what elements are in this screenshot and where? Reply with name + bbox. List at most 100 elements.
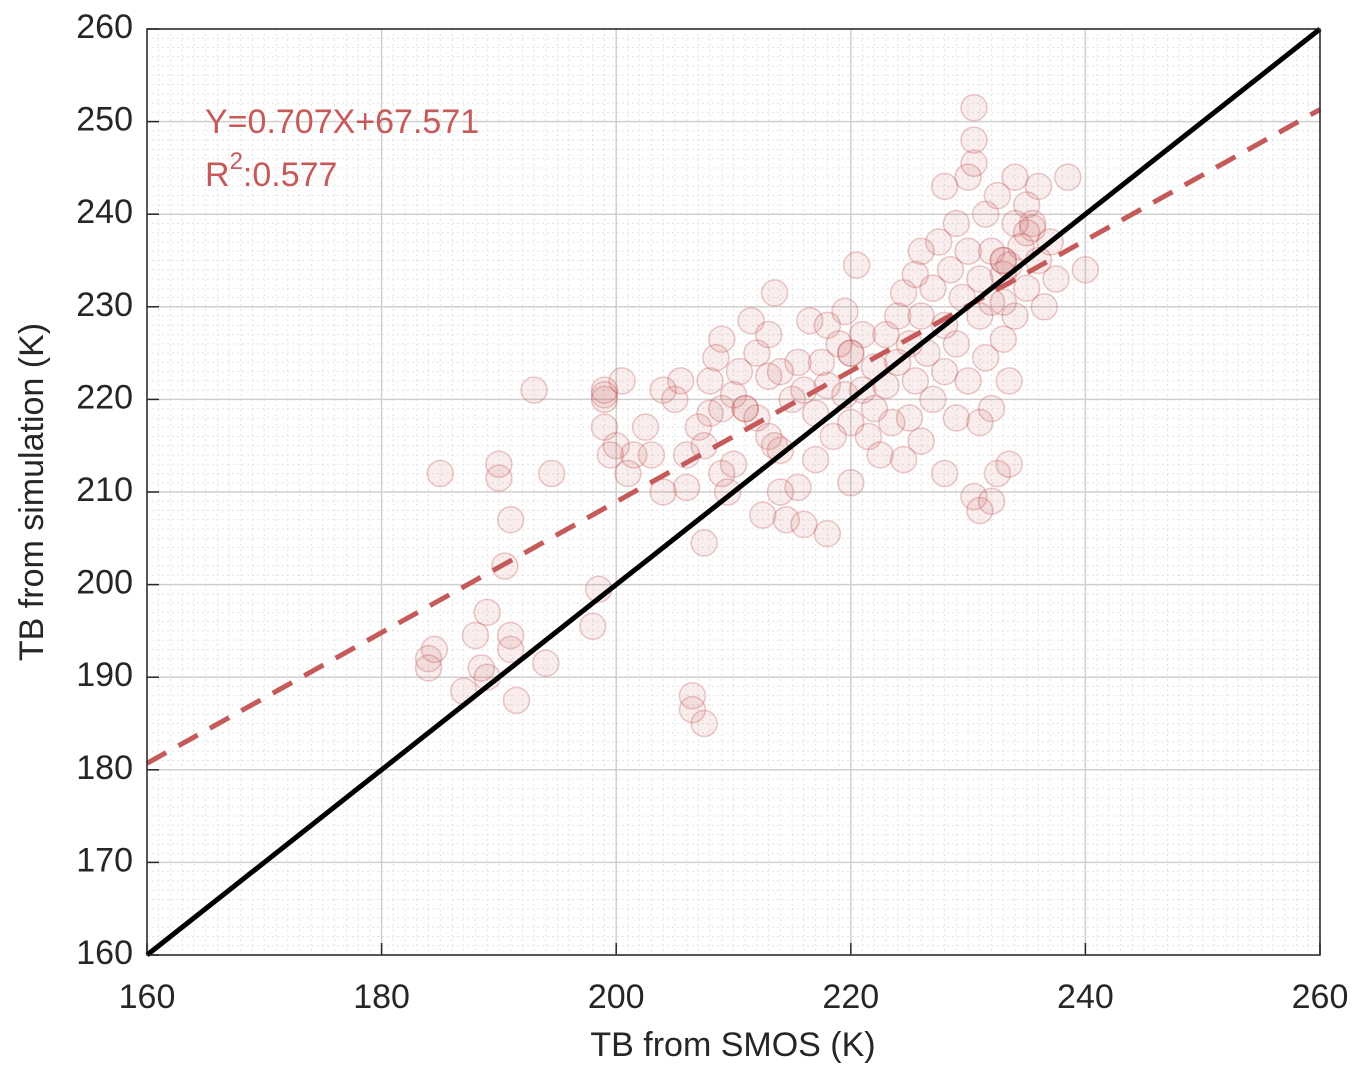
point [989,288,1018,316]
point [708,325,736,353]
point [485,450,513,478]
point [883,302,912,330]
point [1013,191,1041,219]
point [702,343,730,372]
point [989,246,1018,275]
point [889,445,918,474]
y-tick-label: 200 [76,564,133,602]
point [596,441,625,469]
point [907,302,935,330]
y-tick-label: 230 [76,286,133,324]
y-tick-label: 160 [76,934,133,972]
point [1071,256,1100,284]
point [925,228,953,256]
point [942,209,971,238]
point [1042,265,1070,293]
point [620,441,648,469]
point [784,348,812,377]
point [989,325,1018,353]
point [977,487,1006,516]
point [1030,293,1059,321]
point [960,126,988,154]
point [1013,274,1041,303]
point [837,408,865,437]
point [977,394,1006,423]
point [801,445,830,474]
x-tick-label: 180 [353,978,410,1016]
point [672,473,701,502]
point [708,459,736,488]
point [966,496,994,525]
point [578,612,607,641]
point [666,367,695,395]
y-tick-label: 190 [76,656,133,694]
point [837,468,865,497]
point [731,394,759,423]
x-tick-label: 200 [588,978,645,1016]
point [631,413,660,441]
point [995,450,1023,478]
point [678,681,707,710]
x-tick-label: 240 [1057,978,1114,1016]
point [485,464,513,492]
point [614,459,642,488]
point [690,709,718,738]
point [420,635,449,664]
point [942,330,971,358]
point [919,274,947,303]
point [895,404,924,432]
point [983,459,1012,488]
point [848,320,877,349]
point [754,362,783,390]
annotation-superscript: 2 [230,148,243,175]
point [426,459,454,488]
y-tick-label: 170 [76,841,133,879]
point [719,450,748,478]
point [936,256,965,284]
point [977,237,1006,265]
point [467,654,496,682]
point [737,306,765,335]
point [1007,232,1035,261]
y-tick-label: 250 [76,101,133,139]
point [1001,302,1029,330]
point [461,621,490,650]
point [690,529,718,557]
point [731,394,759,423]
point [819,422,847,451]
point [590,385,619,414]
plot-frame [146,28,1321,956]
point [813,519,842,548]
point [813,311,842,340]
x-tick-label: 220 [822,978,879,1016]
point [766,478,795,506]
point [649,376,677,404]
point [966,265,994,293]
point [795,306,824,335]
point [637,441,666,469]
point [766,357,795,386]
point [537,459,566,488]
point [520,376,548,404]
point [590,376,619,404]
point [713,478,742,506]
annotation-text: :0.577 [243,156,338,194]
x-tick-label: 260 [1292,978,1349,1016]
point [930,357,959,386]
point [983,181,1012,210]
point [496,635,525,664]
point [966,408,994,437]
point [696,399,724,428]
point [960,482,988,511]
point [954,237,982,265]
point [749,501,777,529]
y-tick-label: 240 [76,193,133,231]
point [790,510,818,539]
point [971,200,1000,228]
point [532,649,560,678]
point [930,172,959,201]
point [825,330,853,358]
point [807,348,836,377]
point [414,644,443,673]
point [590,413,619,441]
